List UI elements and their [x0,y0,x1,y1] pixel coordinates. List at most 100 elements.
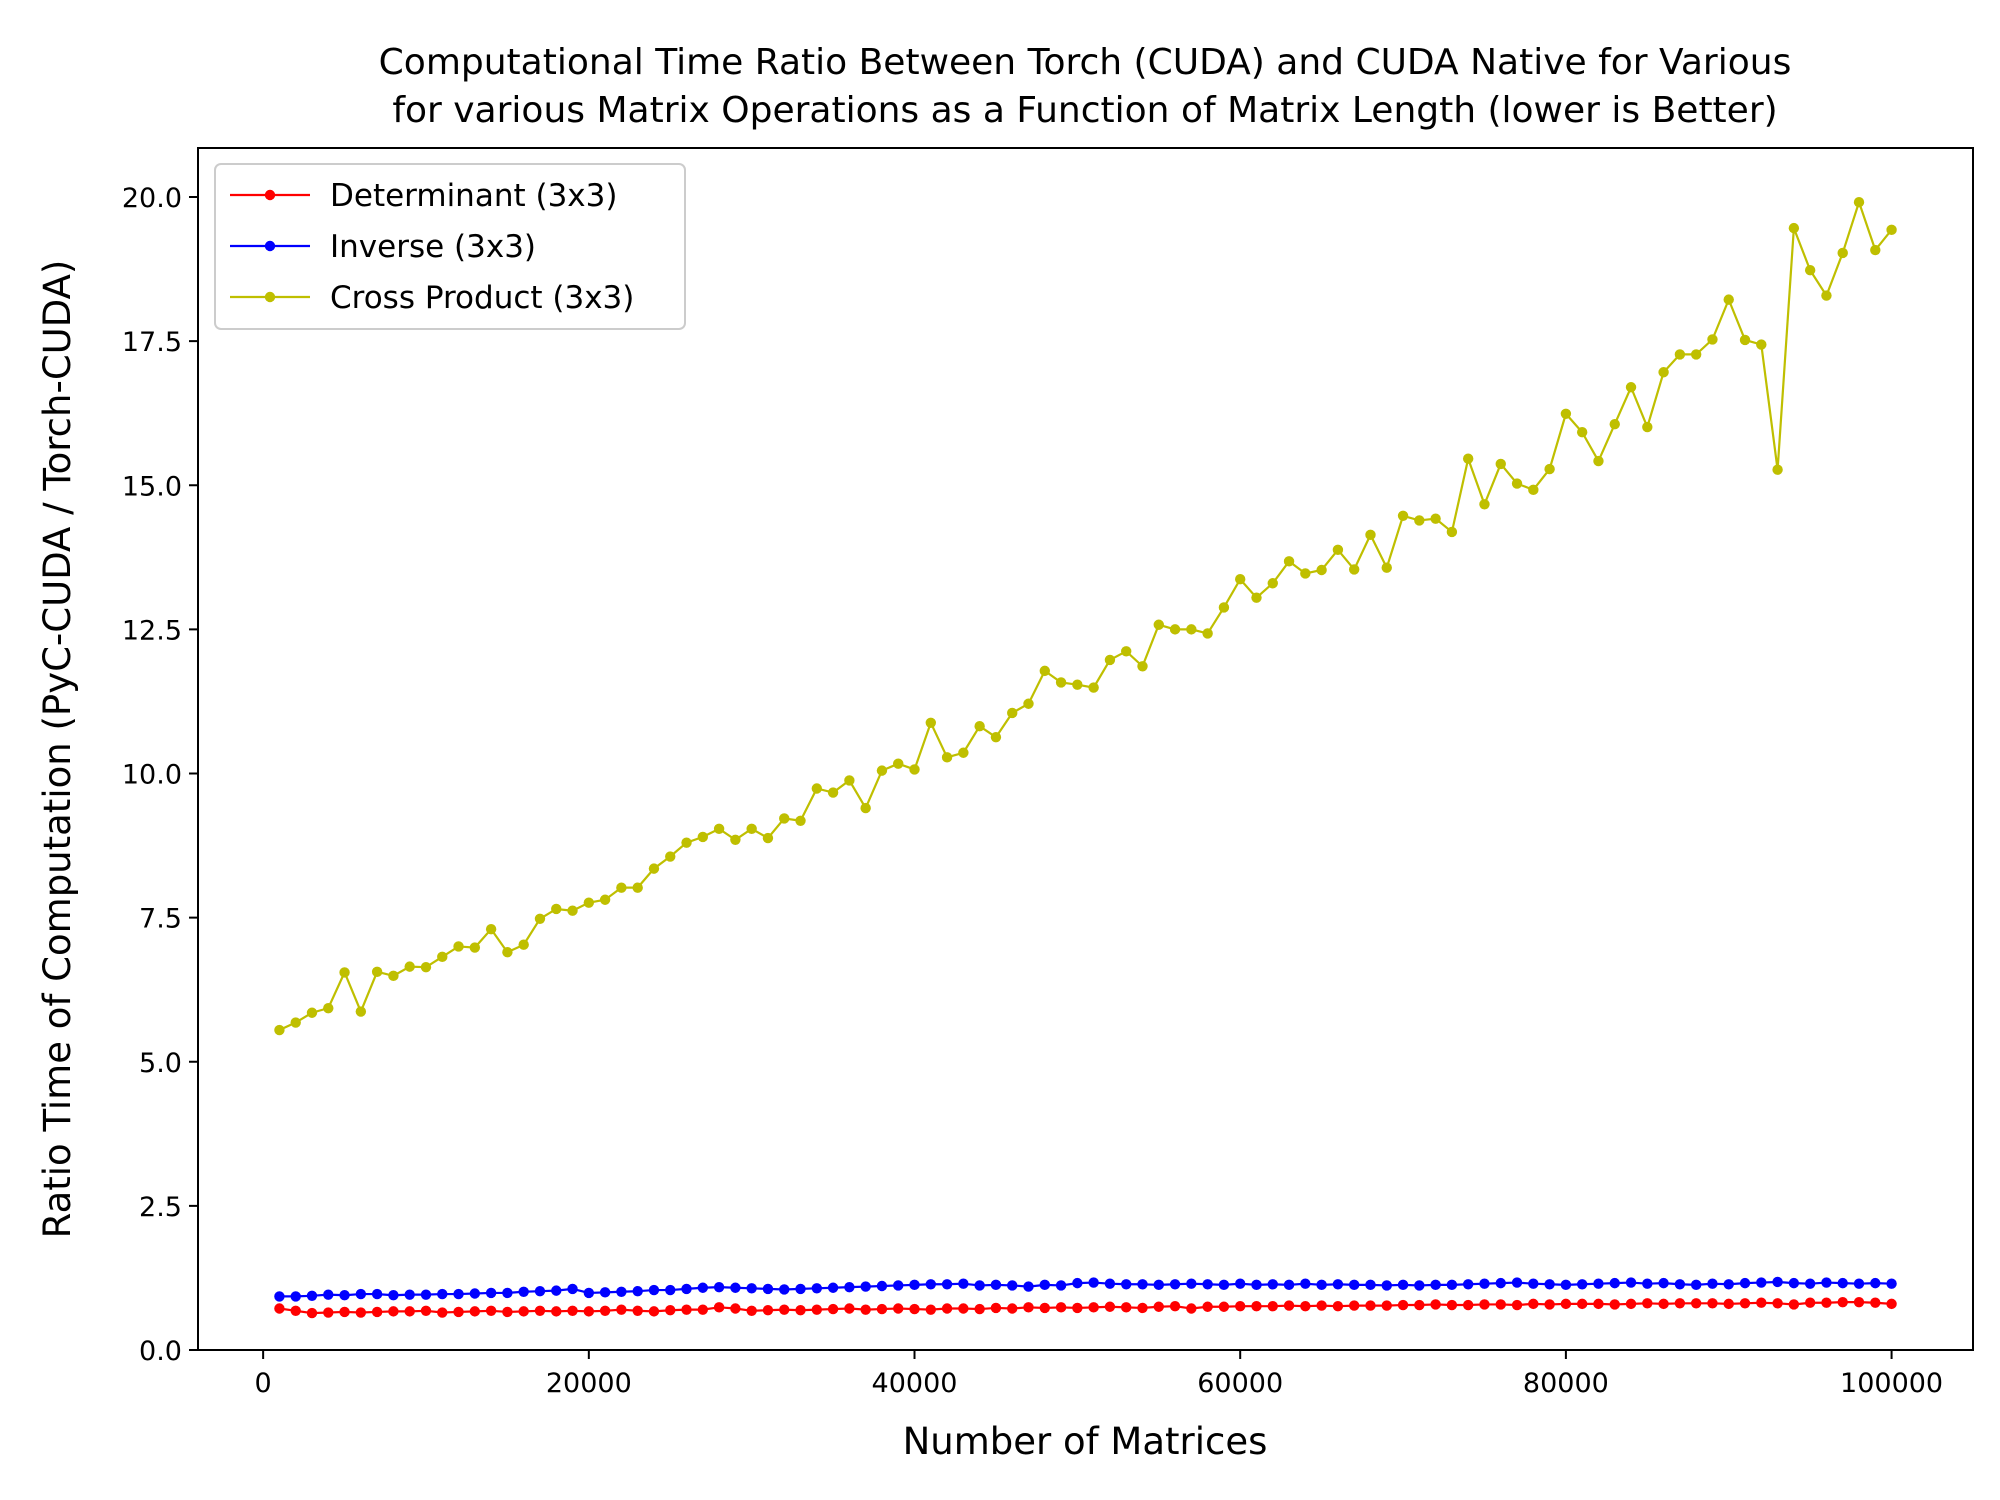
data-point [779,813,790,824]
data-point [502,1287,513,1299]
data-point [1528,1298,1539,1310]
data-point [681,1304,692,1315]
data-point [518,939,529,950]
y-tick-label: 10.0 [122,760,182,791]
data-point [632,882,643,893]
data-point [1723,1298,1734,1310]
data-point [1039,665,1050,677]
data-point [1300,1278,1311,1289]
data-point [974,721,985,732]
data-point [1886,1298,1897,1310]
data-point [876,1303,888,1315]
data-point [1625,1277,1637,1288]
data-point [909,764,920,775]
data-point [1642,421,1653,433]
data-point [1739,1298,1751,1309]
data-point [925,1304,936,1315]
data-point [844,1303,855,1314]
data-point [551,1285,562,1296]
data-point [1609,1277,1620,1289]
data-point [1560,1298,1572,1310]
data-point [1169,624,1181,635]
data-point [290,1291,301,1302]
data-point [909,1279,920,1291]
data-point [1479,1299,1490,1310]
data-point [1430,1299,1441,1310]
data-point [616,1286,627,1297]
data-point [844,775,855,786]
data-point [420,962,432,973]
legend: Determinant (3x3) Inverse (3x3) Cross Prod… [214,163,686,330]
data-point [306,1290,318,1302]
data-point [648,863,660,874]
data-point [1853,1278,1865,1289]
data-point [274,1291,285,1302]
data-point [437,1307,448,1318]
data-point [1821,1297,1832,1308]
data-point [1788,1277,1800,1289]
data-point [339,1306,350,1318]
data-point [762,1305,774,1316]
data-point [339,1290,350,1301]
data-point [1528,484,1539,496]
legend-marker [264,240,276,252]
data-point [974,1280,985,1291]
data-point [1348,564,1360,575]
data-point [1251,592,1262,603]
data-point [453,941,464,952]
data-point [730,1303,741,1314]
data-point [1055,677,1067,688]
data-point [518,1286,529,1297]
data-point [1235,574,1246,585]
data-point [583,1306,595,1317]
data-point [876,765,888,776]
y-tick-label: 15.0 [122,471,182,502]
data-point [485,923,497,935]
data-point [551,903,562,915]
legend-label: Determinant (3x3) [330,178,617,214]
data-point [811,1283,823,1294]
data-point [746,823,757,835]
data-point [1462,1279,1474,1290]
data-point [371,966,383,978]
data-point [355,1288,367,1300]
data-point [893,1280,904,1291]
data-point [811,1304,823,1315]
data-point [534,1305,546,1317]
x-tick-label: 20000 [546,1368,632,1399]
data-point [1528,1278,1539,1289]
data-point [1756,1297,1767,1308]
data-point [469,942,481,953]
data-point [1365,529,1376,541]
data-point [1772,1276,1783,1288]
y-tick-label: 5.0 [139,1048,182,1079]
data-point [1267,578,1278,589]
data-point [844,1281,855,1293]
data-point [1202,1279,1213,1290]
data-point [404,1289,415,1300]
data-point [1739,1277,1751,1289]
data-point [1202,1301,1213,1312]
data-point [404,961,415,972]
data-point [1316,564,1327,576]
data-point [779,1284,790,1295]
data-point [1218,1301,1230,1312]
data-point [1251,1300,1262,1312]
data-point [1023,1281,1034,1292]
data-point [1446,526,1458,538]
data-point [1381,1280,1392,1291]
data-point [1007,1303,1018,1314]
data-point [1235,1278,1246,1289]
data-point [795,815,806,826]
data-point [1023,698,1034,709]
data-point [990,1302,1002,1314]
data-point [713,823,725,835]
data-point [941,752,953,763]
legend-entry-cross-product-3x3: Cross Product (3x3) [230,280,634,316]
data-point [1121,646,1132,657]
data-point [1397,1299,1409,1311]
data-point [893,1303,904,1314]
data-point [583,897,595,908]
data-point [1593,1278,1604,1289]
data-point [1365,1300,1376,1311]
